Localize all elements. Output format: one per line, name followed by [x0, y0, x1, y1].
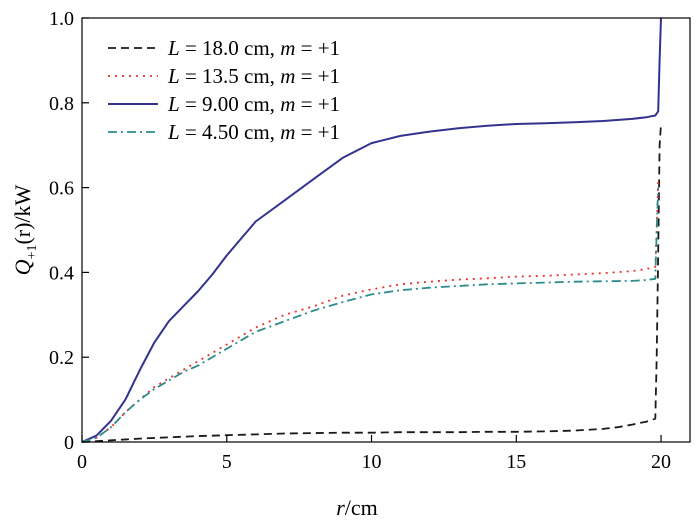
- y-axis-arg: (r): [10, 223, 35, 245]
- x-tick-label: 0: [77, 451, 87, 473]
- y-tick-label: 0.2: [49, 347, 74, 369]
- y-axis-subscript: +1: [25, 245, 40, 260]
- legend-label-0: L = 18.0 cm, m = +1: [167, 36, 340, 60]
- x-axis-title: r/cm: [336, 495, 378, 520]
- y-tick-label: 0.6: [49, 178, 74, 200]
- x-axis-unit: /cm: [345, 495, 378, 520]
- axis-ticks: [81, 17, 662, 443]
- series-line-1: [81, 179, 660, 443]
- plot-frame: [81, 17, 691, 443]
- series-line-2: [81, 17, 662, 443]
- legend-label-3: L = 4.50 cm, m = +1: [167, 120, 340, 144]
- y-tick-label: 0.4: [49, 262, 74, 284]
- y-axis-title: Q+1(r)/kW: [10, 184, 40, 275]
- legend-label-1: L = 13.5 cm, m = +1: [167, 64, 340, 88]
- series-line-3: [81, 187, 660, 443]
- y-tick-label: 0.8: [49, 93, 74, 115]
- y-tick-label: 1.0: [49, 8, 74, 30]
- x-axis-var: r: [336, 495, 345, 520]
- x-tick-label: 15: [506, 451, 526, 473]
- series-line-0: [81, 123, 662, 443]
- x-tick-label: 5: [222, 451, 232, 473]
- x-tick-label: 10: [362, 451, 382, 473]
- plot-area: [81, 17, 662, 443]
- y-tick-label: 0: [64, 432, 74, 454]
- y-axis-unit: /kW: [10, 184, 35, 222]
- x-tick-label: 20: [651, 451, 671, 473]
- legend: L = 18.0 cm, m = +1 L = 13.5 cm, m = +1 L …: [108, 36, 340, 144]
- legend-label-2: L = 9.00 cm, m = +1: [167, 92, 340, 116]
- axis-tick-labels: 0 5 10 15 20 0 0.2 0.4 0.6 0.8 1.0: [49, 8, 671, 473]
- y-axis-var: Q: [10, 259, 35, 275]
